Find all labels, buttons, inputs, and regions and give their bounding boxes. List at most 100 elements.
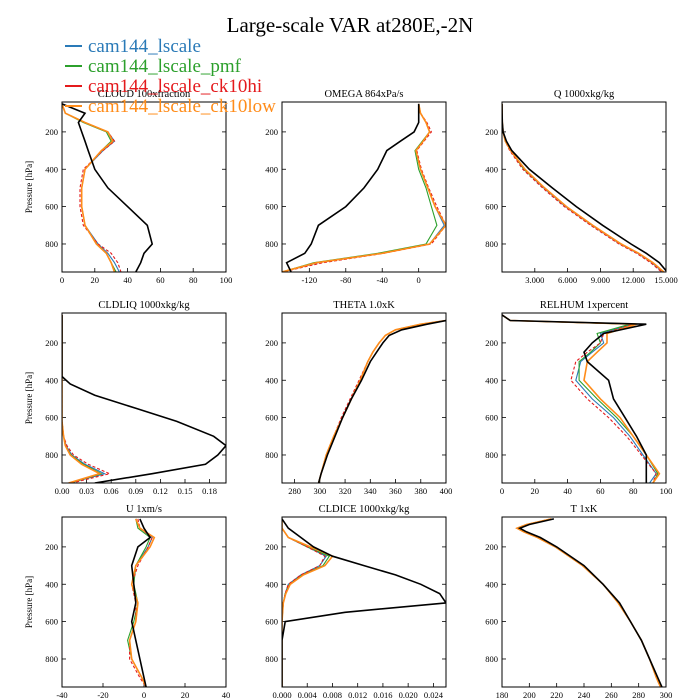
x-tick-label: 0.012 [348,690,367,700]
x-tick-label: 40 [563,486,572,496]
x-tick-label: 0.020 [399,690,418,700]
panel-title: U 1xm/s [126,504,162,515]
panel-3: Q 1000xkg/kg 3.000 6.000 9.000 12.000 15.000 2… [485,89,677,285]
panel-title: OMEGA 864xPa/s [324,89,403,100]
legend-entry: cam144_lscale_pmf [88,56,242,77]
series-line-cam144_lscale_ck10hi [282,103,446,272]
x-tick-label: 60 [156,275,165,285]
series-lines [502,103,666,272]
y-tick-label: 600 [485,202,498,212]
y-axis-label: Pressure [hPa] [24,576,34,628]
x-tick-label: 240 [578,690,591,700]
series-lines [62,103,154,272]
x-tick-label: 0.004 [298,690,318,700]
y-tick-label: 400 [45,375,58,385]
panel-2: OMEGA 864xPa/s -120 -80 -40 0 200 400 600 800 [265,89,447,285]
y-tick-label: 600 [45,413,58,423]
y-tick-label: 800 [45,239,58,249]
y-tick-label: 800 [485,239,498,249]
y-tick-label: 400 [45,164,58,174]
legend-entry: cam144_lscale_ck10hi [88,76,262,97]
y-tick-label: 800 [485,450,498,460]
x-tick-label: 60 [596,486,605,496]
y-tick-label: 400 [265,579,278,589]
panel-frame [501,312,667,484]
x-tick-label: 20 [181,690,190,700]
x-tick-label: 0.00 [55,486,70,496]
series-line-cam144_lscale_ck10hi [129,518,153,687]
y-tick-label: 800 [265,450,278,460]
x-tick-label: -40 [56,690,67,700]
x-tick-label: 0.09 [128,486,143,496]
x-tick-label: 300 [660,690,673,700]
panel-title: CLDICE 1000xkg/kg [319,504,410,515]
y-axis-label: Pressure [hPa] [24,372,34,424]
x-tick-label: 9.000 [591,275,610,285]
y-tick-label: 200 [45,542,58,552]
x-tick-label: 15.000 [654,275,677,285]
series-lines [317,319,446,483]
panel-4: CLDLIQ 1000xkg/kg Pressure [hPa] 0.00 0.03 0… [24,300,227,496]
x-tick-label: 80 [189,275,198,285]
panel-title: Q 1000xkg/kg [554,89,615,100]
series-line-cam144_lscale [502,314,657,483]
y-tick-label: 200 [265,542,278,552]
panel-frame [281,516,447,688]
panel-frame [61,516,227,688]
x-tick-label: 6.000 [558,275,577,285]
x-tick-label: 0.016 [373,690,392,700]
y-tick-label: 200 [265,127,278,137]
panel-title: T 1xK [571,504,598,515]
x-tick-label: 20 [91,275,100,285]
series-line-cam144_lscale [502,103,664,272]
series-lines [127,518,156,687]
observation-line [62,103,154,272]
x-tick-label: 300 [313,486,326,496]
y-tick-label: 200 [45,338,58,348]
observation-line [502,314,648,483]
x-tick-label: 0 [142,690,146,700]
y-tick-label: 200 [265,338,278,348]
panel-5: THETA 1.0xK 280 300 320 340 360 380 400 200 400 60… [265,300,452,496]
series-line-cam144_lscale_ck10low [317,319,446,483]
observation-line [62,314,226,483]
y-tick-label: 600 [265,413,278,423]
x-tick-label: 0.12 [153,486,168,496]
series-line-cam144_lscale_ck10low [62,314,102,483]
x-tick-label: -80 [340,275,351,285]
x-tick-label: 100 [220,275,233,285]
y-tick-label: 800 [45,654,58,664]
x-tick-label: 40 [222,690,231,700]
observation-line [517,518,663,687]
x-tick-label: 0 [60,275,64,285]
y-tick-label: 200 [485,542,498,552]
series-line-cam144_lscale_pmf [515,518,662,687]
x-tick-label: 380 [414,486,427,496]
panel-frame [61,101,227,273]
panel-title: THETA 1.0xK [333,300,395,311]
y-tick-label: 200 [45,127,58,137]
panel-frame [501,516,667,688]
panel-1: CLOUD 100xfraction Pressure [hPa] 0 20 40 60 8… [24,89,232,285]
x-tick-label: 360 [389,486,402,496]
x-tick-label: 20 [531,486,540,496]
y-tick-label: 200 [485,127,498,137]
x-tick-label: 80 [629,486,638,496]
y-tick-label: 600 [485,617,498,627]
series-line-cam144_lscale_ck10hi [62,103,122,272]
series-lines [282,103,446,272]
series-line-cam144_lscale_ck10hi [515,518,662,687]
observation-line [130,518,152,687]
series-lines [515,518,663,687]
x-tick-label: 280 [632,690,645,700]
x-tick-label: -120 [302,275,318,285]
x-tick-label: 340 [364,486,377,496]
x-tick-label: 0.008 [323,690,342,700]
series-line-cam144_lscale_ck10low [62,103,116,272]
x-tick-label: 0.03 [79,486,94,496]
panel-8: CLDICE 1000xkg/kg 0.000 0.004 0.008 0.012 0.0… [265,504,447,700]
series-line-cam144_lscale [62,314,107,483]
x-tick-label: 0 [417,275,421,285]
series-line-cam144_lscale_ck10low [502,314,661,483]
